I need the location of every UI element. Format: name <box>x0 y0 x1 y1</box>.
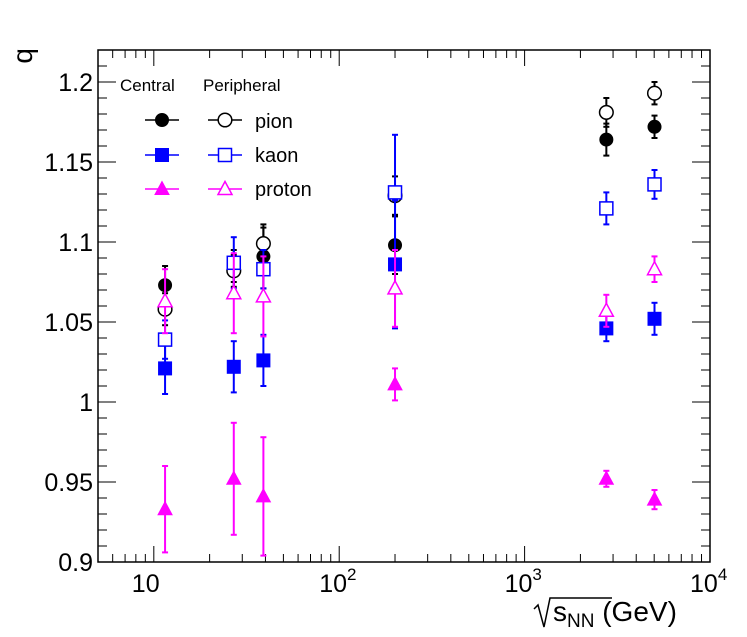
data-point <box>646 85 663 101</box>
x-axis-title: sNN (GeV) <box>533 596 677 632</box>
data-point <box>157 500 173 516</box>
legend-marker-kaon-peripheral <box>208 147 242 163</box>
data-point <box>256 353 271 368</box>
data-point <box>255 287 272 303</box>
legend-marker-proton-central <box>145 180 179 195</box>
legend-marker-pion-peripheral <box>208 112 242 128</box>
x-tick-labels: 10 102 103 104 <box>132 565 727 598</box>
legend-symbol <box>155 148 169 162</box>
y-tick-label: 0.9 <box>58 549 93 577</box>
data-point <box>599 201 614 216</box>
x-axis-title-subscript: NN <box>567 611 594 632</box>
x-tick-label: 10 <box>132 570 160 598</box>
legend-label-kaon: kaon <box>255 145 298 167</box>
y-tick-label: 0.95 <box>44 469 93 497</box>
y-tick-label: 1.2 <box>58 69 93 97</box>
legend-symbol <box>217 147 233 163</box>
x-axis-title-prefix: s <box>553 596 567 627</box>
data-point <box>156 292 174 308</box>
x-tick-label: 103 <box>505 565 542 598</box>
data-point <box>598 470 615 485</box>
data-point <box>646 491 663 506</box>
data-point <box>647 119 662 134</box>
y-tick-label: 1.05 <box>44 309 93 337</box>
sqrt-symbol <box>533 597 612 628</box>
legend-marker-proton-peripheral <box>208 179 242 196</box>
data-point <box>387 185 403 200</box>
legend-symbol <box>154 180 170 195</box>
legend-symbol <box>217 112 233 128</box>
data-point <box>647 311 662 326</box>
legend-symbol <box>155 113 169 127</box>
data-point <box>598 301 615 318</box>
y-axis-title: q <box>7 48 38 64</box>
series-proton-central <box>157 367 663 557</box>
x-axis-title-suffix: (GeV) <box>594 596 676 627</box>
data-point <box>387 375 403 391</box>
data-point <box>386 279 404 295</box>
x-tick-label: 104 <box>690 565 727 598</box>
data-series <box>156 81 663 557</box>
y-tick-label: 1 <box>79 389 93 417</box>
legend-marker-pion-central <box>145 113 179 127</box>
y-tick-labels: 0.9 0.95 1 1.05 1.1 1.15 1.2 <box>44 69 93 577</box>
data-point <box>255 236 271 252</box>
data-point <box>647 177 662 192</box>
data-point <box>226 359 241 374</box>
axis-ticks <box>97 49 711 563</box>
data-point <box>225 470 242 485</box>
legend-symbol <box>216 179 234 196</box>
series-proton-peripheral <box>156 249 663 338</box>
data-point <box>646 260 663 276</box>
data-point <box>157 332 173 347</box>
y-tick-label: 1.15 <box>44 149 93 177</box>
x-tick-label: 102 <box>319 565 356 598</box>
data-point <box>599 132 614 147</box>
data-point <box>225 284 243 300</box>
legend-header-central: Central <box>120 76 175 95</box>
legend-label-proton: proton <box>255 179 312 201</box>
plot-frame <box>97 49 711 563</box>
data-point <box>158 361 173 376</box>
legend-marker-kaon-central <box>145 148 179 162</box>
legend-label-pion: pion <box>255 111 293 133</box>
data-point <box>598 104 614 120</box>
legend-markers <box>145 112 242 196</box>
data-point <box>255 487 272 503</box>
svg-text:sNN (GeV): sNN (GeV) <box>553 596 677 632</box>
legend-header-peripheral: Peripheral <box>203 76 281 95</box>
y-tick-label: 1.1 <box>58 229 93 257</box>
legend: Central Peripheral pion kaon proton <box>120 76 312 201</box>
